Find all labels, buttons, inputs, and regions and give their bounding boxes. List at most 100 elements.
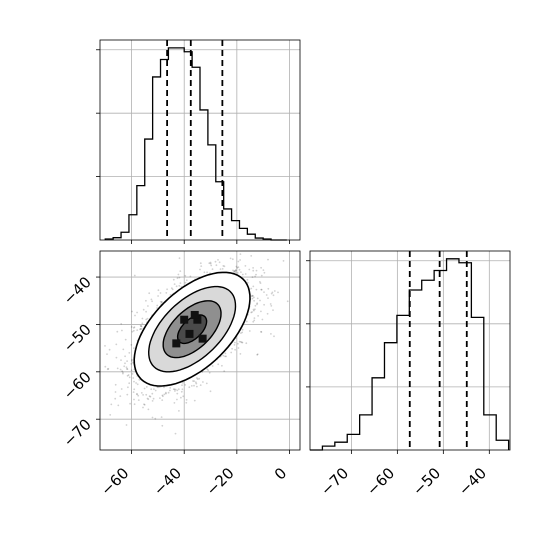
scatter-point xyxy=(127,386,129,389)
scatter-point xyxy=(273,290,276,292)
scatter-point xyxy=(206,368,209,371)
scatter-point xyxy=(140,328,143,330)
scatter-point xyxy=(130,359,133,362)
scatter-point xyxy=(200,265,203,267)
histogram-steps xyxy=(310,258,510,451)
scatter-point xyxy=(172,278,175,281)
scatter-point xyxy=(260,288,263,291)
scatter-point xyxy=(123,365,126,368)
x-tick-label: −50 xyxy=(409,464,444,499)
scatter-point xyxy=(263,291,265,293)
scatter-point xyxy=(126,368,129,370)
x-tick-label: −60 xyxy=(363,464,398,499)
scatter-point xyxy=(233,270,236,273)
scatter-point xyxy=(159,397,161,399)
x-tick-label: −40 xyxy=(455,464,490,499)
scatter-point xyxy=(244,265,247,267)
scatter-point xyxy=(125,366,128,369)
scatter-point xyxy=(250,255,253,257)
y-tick-label: −40 xyxy=(60,273,95,308)
scatter-point xyxy=(252,308,255,311)
scatter-point xyxy=(153,388,155,390)
scatter-point xyxy=(260,266,262,269)
scatter-point xyxy=(238,340,241,343)
scatter-point xyxy=(241,331,244,334)
scatter-point xyxy=(120,359,122,361)
scatter-point xyxy=(141,317,144,320)
scatter-point xyxy=(181,388,184,391)
scatter-point xyxy=(252,295,254,297)
scatter-point xyxy=(237,260,240,263)
scatter-point xyxy=(260,310,262,313)
scatter-point xyxy=(239,259,242,261)
scatter-point xyxy=(133,274,136,277)
scatter-point xyxy=(234,348,237,351)
scatter-point xyxy=(166,288,169,291)
scatter-point xyxy=(252,320,255,323)
scatter-point xyxy=(270,305,273,307)
scatter-point xyxy=(114,391,117,393)
histogram-param-1 xyxy=(96,39,301,244)
y-tick-label: −50 xyxy=(60,321,95,356)
scatter-point xyxy=(127,374,130,376)
scatter-point xyxy=(234,341,236,344)
axes-frame xyxy=(99,39,301,241)
scatter-point xyxy=(241,341,244,344)
scatter-point xyxy=(232,269,234,272)
scatter-point xyxy=(233,344,236,346)
scatter-point xyxy=(160,301,163,303)
scatter-point xyxy=(132,327,135,329)
scatter-point xyxy=(136,393,138,395)
scatter-point xyxy=(121,370,123,372)
density-peak-cell xyxy=(198,334,207,343)
scatter-point xyxy=(241,273,244,276)
scatter-point xyxy=(163,393,166,396)
scatter-point xyxy=(157,386,160,389)
scatter-point xyxy=(131,330,134,333)
scatter-point xyxy=(106,368,109,371)
scatter-point xyxy=(185,279,188,282)
scatter-point xyxy=(136,311,139,314)
scatter-point xyxy=(248,268,251,271)
scatter-point xyxy=(151,400,154,402)
scatter-point xyxy=(169,387,172,389)
scatter-point xyxy=(272,309,274,311)
scatter-point xyxy=(129,402,132,405)
scatter-point xyxy=(259,299,261,302)
scatter-point xyxy=(234,269,237,271)
scatter-point xyxy=(154,389,157,392)
scatter-point xyxy=(178,410,180,412)
scatter-point xyxy=(245,342,248,345)
scatter-point xyxy=(145,318,148,321)
scatter-point xyxy=(266,312,269,315)
scatter-point xyxy=(140,392,143,394)
scatter-point xyxy=(133,403,136,406)
scatter-point xyxy=(214,260,217,263)
scatter-point xyxy=(267,258,269,261)
scatter-point xyxy=(199,268,201,271)
scatter-point xyxy=(137,394,140,397)
scatter-point xyxy=(252,269,255,272)
scatter-point xyxy=(208,262,211,265)
scatter-point xyxy=(131,358,133,361)
scatter-point xyxy=(145,393,148,396)
scatter-point xyxy=(142,394,145,396)
scatter-point xyxy=(148,395,151,398)
scatter-point xyxy=(126,360,128,362)
scatter-point xyxy=(161,394,164,397)
scatter-point xyxy=(244,273,247,275)
scatter-point xyxy=(259,281,261,283)
scatter-point xyxy=(133,388,136,391)
scatter-point xyxy=(256,302,259,305)
scatter-point xyxy=(160,416,163,418)
scatter-point xyxy=(145,310,148,313)
scatter-point xyxy=(125,424,128,426)
scatter-point xyxy=(173,283,176,285)
scatter-point xyxy=(221,268,224,270)
scatter-point xyxy=(184,281,187,284)
scatter-point xyxy=(184,384,187,386)
scatter-point xyxy=(136,393,139,396)
scatter-point xyxy=(196,378,199,380)
scatter-point xyxy=(240,332,242,334)
